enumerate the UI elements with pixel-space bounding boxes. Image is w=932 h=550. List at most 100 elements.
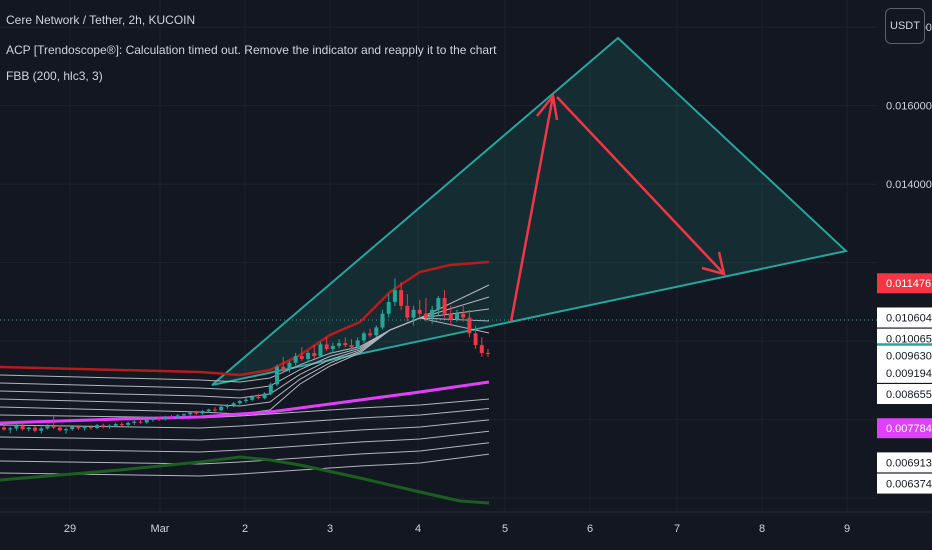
candle-body (386, 301, 391, 314)
candle-body (361, 333, 366, 341)
candle-body (244, 399, 248, 401)
candle-body (287, 362, 292, 370)
candle-body (33, 427, 38, 431)
candle-body (101, 425, 106, 428)
candle-body (473, 333, 478, 346)
candle-body (256, 396, 261, 399)
candle-body (39, 428, 44, 431)
price-tag-label: 0.009194 (886, 368, 932, 380)
x-tick-label: Mar (151, 523, 170, 535)
candle-body (399, 290, 404, 306)
price-tags: 0.0114760.0106040.0100650.00969301:210.0… (877, 273, 932, 494)
lower-band-3 (0, 419, 490, 441)
candle-body (312, 352, 317, 357)
candle-body (318, 344, 323, 357)
basis-line (0, 260, 490, 377)
price-tag-bg (877, 273, 932, 294)
candle-body (237, 400, 242, 404)
price-tag-bg (877, 473, 932, 494)
candle-body (275, 366, 280, 385)
candle-body (448, 313, 453, 320)
candle-body (368, 333, 373, 336)
x-tick-label: 4 (415, 523, 421, 535)
arrow-down-head (701, 251, 726, 276)
candle-body (337, 343, 342, 346)
candle-body (132, 421, 137, 423)
candle-body (76, 426, 81, 429)
candle-body (206, 409, 211, 412)
currency-button[interactable]: USDT (885, 8, 925, 44)
candle-body (150, 418, 155, 420)
candle-body (293, 356, 298, 363)
triangle-pattern (211, 36, 849, 386)
candle-body (330, 345, 335, 350)
candle-body (306, 352, 311, 359)
chart-title: Cere Network / Tether, 2h, KUCOIN (6, 13, 196, 27)
candle-body (436, 298, 441, 310)
chart-grid (0, 0, 877, 512)
x-tick-label: 8 (759, 523, 765, 535)
candle-body (380, 313, 385, 328)
candle-body (51, 426, 56, 428)
x-tick-label: 3 (327, 523, 333, 535)
magenta-line (0, 380, 490, 425)
price-tag-bg (877, 307, 932, 328)
candle-body (144, 419, 149, 423)
candle-body (405, 305, 410, 318)
candle-body (250, 396, 255, 400)
candle-body (349, 345, 354, 348)
price-tag-bg (877, 384, 932, 405)
time-axis[interactable]: 29 Mar 2 3 4 5 6 7 8 9 (0, 511, 932, 550)
candle-body (2, 427, 6, 430)
price-tag-bg (877, 362, 932, 383)
x-tick-label: 7 (674, 523, 680, 535)
price-tag-label: 0.006374 (886, 479, 932, 491)
lower-band-5 (0, 442, 490, 465)
candle-body (194, 412, 199, 414)
candle-body (423, 313, 428, 318)
candle-body (181, 414, 186, 416)
candle-body (57, 427, 62, 431)
candle-body (200, 411, 205, 414)
candles[interactable] (2, 278, 490, 434)
candle-body (14, 425, 19, 429)
candle-body (262, 393, 267, 399)
arrow-up (509, 95, 555, 323)
candle-body (299, 356, 304, 359)
candle-body (268, 384, 273, 394)
candle-body (64, 429, 69, 431)
candle-body (107, 425, 112, 428)
candle-body (8, 428, 13, 430)
candle-body (219, 406, 224, 411)
candle-body (138, 421, 143, 423)
y-tick-label: 0.014000 (886, 179, 932, 191)
y-tick-label: 0.016000 (886, 101, 932, 113)
green-band-line (0, 455, 490, 505)
lower-band-4 (0, 430, 490, 453)
candle-body (26, 427, 31, 430)
candle-body (88, 427, 93, 429)
candle-body (45, 426, 50, 429)
projection-arrows (509, 93, 726, 323)
candle-body (467, 317, 472, 334)
price-tag-label: 0.009630 (886, 351, 932, 363)
candle-body (411, 309, 416, 318)
price-tag-bg (877, 452, 932, 473)
x-tick-label: 6 (587, 523, 593, 535)
candle-body (343, 343, 348, 346)
candle-body (281, 366, 286, 370)
candle-body (442, 298, 447, 314)
indicator-fbb-label: FBB (200, hlc3, 3) (6, 69, 103, 83)
candle-body (169, 416, 174, 418)
upper-band-5 (0, 317, 490, 415)
candle-body (374, 327, 379, 336)
candle-body (479, 345, 484, 353)
time-axis-bg (0, 512, 932, 550)
candle-body (212, 409, 217, 411)
candle-body (126, 422, 131, 425)
price-tag-bg (877, 418, 932, 439)
x-tick-label: 2 (242, 523, 248, 535)
candle-body (70, 426, 75, 430)
triangle-fill (211, 36, 849, 386)
